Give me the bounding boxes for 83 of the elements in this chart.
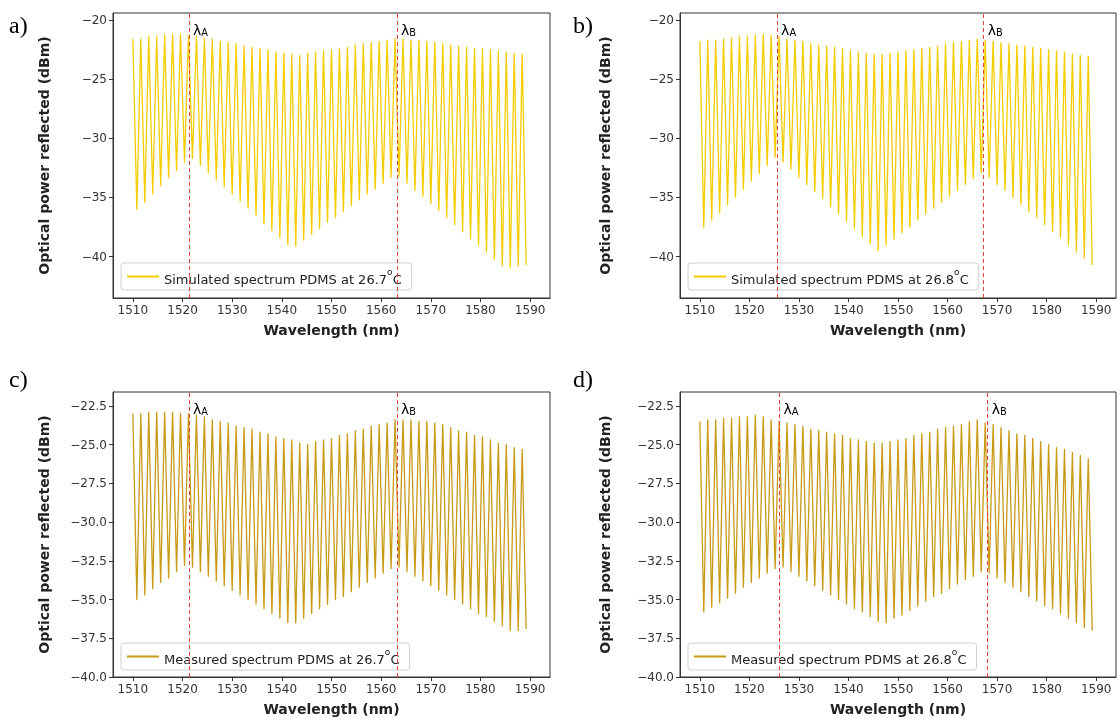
x-tick-label: 1560: [365, 303, 397, 317]
x-tick-label: 1530: [783, 682, 815, 696]
x-tick-label: 1540: [833, 682, 864, 696]
x-tick-label: 1540: [266, 682, 298, 696]
x-tick-label: 1510: [117, 303, 149, 317]
ref-line-label: λB: [401, 22, 417, 38]
y-tick-label: −32.5: [70, 553, 107, 568]
x-tick-label: 1530: [783, 303, 815, 317]
y-tick-label: −25: [648, 72, 674, 87]
x-tick-label: 1590: [1080, 303, 1112, 317]
x-tick-label: 1560: [932, 303, 963, 317]
x-tick-label: 1520: [734, 682, 765, 696]
y-tick-label: −27.5: [70, 476, 107, 491]
chart-title: c): [9, 366, 28, 392]
x-tick-label: 1520: [167, 303, 198, 317]
ref-line-label: λA: [783, 401, 799, 417]
x-tick-label: 1520: [734, 303, 765, 317]
ref-line-label: λB: [401, 401, 417, 417]
x-tick-label: 1570: [981, 682, 1013, 696]
y-tick-label: −30: [648, 131, 674, 146]
y-tick-label: −40.0: [637, 670, 674, 684]
x-tick-label: 1540: [266, 303, 298, 317]
x-tick-label: 1580: [465, 303, 496, 317]
x-axis-title: Wavelength (nm): [829, 322, 967, 338]
x-tick-label: 1510: [117, 682, 149, 696]
y-tick-label: −20: [648, 13, 674, 28]
chart-title: d): [573, 366, 593, 392]
x-tick-label: 1570: [415, 303, 447, 317]
chart-title: a): [9, 12, 28, 38]
ref-line-label: λA: [192, 401, 209, 417]
x-tick-label: 1550: [882, 682, 914, 696]
x-tick-label: 1510: [684, 303, 716, 317]
y-tick-label: −25.0: [70, 437, 107, 452]
y-tick-label: −37.5: [637, 631, 674, 646]
y-axis-title: Optical power reflected (dBm): [597, 36, 613, 275]
line-series: [699, 414, 1093, 632]
x-tick-label: 1530: [216, 682, 248, 696]
x-tick-label: 1550: [316, 682, 347, 696]
y-tick-label: −35.0: [70, 592, 107, 607]
y-tick-label: −40: [648, 249, 674, 264]
y-axis-title: Optical power reflected (dBm): [597, 415, 613, 654]
ref-line-label: λB: [987, 22, 1003, 38]
ref-line-label: λA: [781, 22, 797, 38]
x-tick-label: 1580: [465, 682, 496, 696]
x-tick-label: 1540: [833, 303, 864, 317]
y-tick-label: −30: [81, 131, 107, 146]
y-tick-label: −35: [81, 190, 107, 205]
x-tick-label: 1510: [684, 682, 716, 696]
x-axis-title: Wavelength (nm): [829, 701, 967, 717]
y-tick-label: −35: [648, 190, 674, 205]
x-tick-label: 1560: [365, 682, 397, 696]
ref-line-label: λA: [192, 22, 209, 38]
y-tick-label: −22.5: [637, 398, 674, 413]
y-tick-label: −40: [81, 249, 107, 264]
y-tick-label: −30.0: [637, 515, 674, 530]
x-tick-label: 1570: [981, 303, 1013, 317]
x-tick-label: 1550: [316, 303, 347, 317]
x-axis-title: Wavelength (nm): [263, 701, 400, 717]
y-tick-label: −22.5: [70, 398, 107, 413]
x-tick-label: 1580: [1031, 303, 1062, 317]
x-tick-label: 1570: [415, 682, 447, 696]
x-tick-label: 1560: [932, 682, 963, 696]
y-axis-title: Optical power reflected (dBm): [36, 415, 52, 654]
x-tick-label: 1590: [514, 303, 546, 317]
y-tick-label: −20: [81, 13, 107, 28]
x-tick-label: 1530: [216, 303, 248, 317]
chart-title: b): [573, 12, 593, 38]
y-tick-label: −30.0: [70, 515, 107, 530]
x-tick-label: 1550: [882, 303, 914, 317]
y-tick-label: −27.5: [637, 476, 674, 491]
ref-line-label: λB: [991, 401, 1007, 417]
x-tick-label: 1580: [1031, 682, 1062, 696]
x-tick-label: 1590: [514, 682, 546, 696]
x-axis-title: Wavelength (nm): [263, 322, 400, 338]
y-tick-label: −37.5: [70, 631, 107, 646]
y-axis-title: Optical power reflected (dBm): [36, 36, 52, 275]
y-tick-label: −25.0: [637, 437, 674, 452]
x-tick-label: 1520: [167, 682, 198, 696]
y-tick-label: −40.0: [70, 670, 107, 684]
x-tick-label: 1590: [1080, 682, 1112, 696]
y-tick-label: −32.5: [637, 553, 674, 568]
y-tick-label: −35.0: [637, 592, 674, 607]
y-tick-label: −25: [81, 72, 107, 87]
